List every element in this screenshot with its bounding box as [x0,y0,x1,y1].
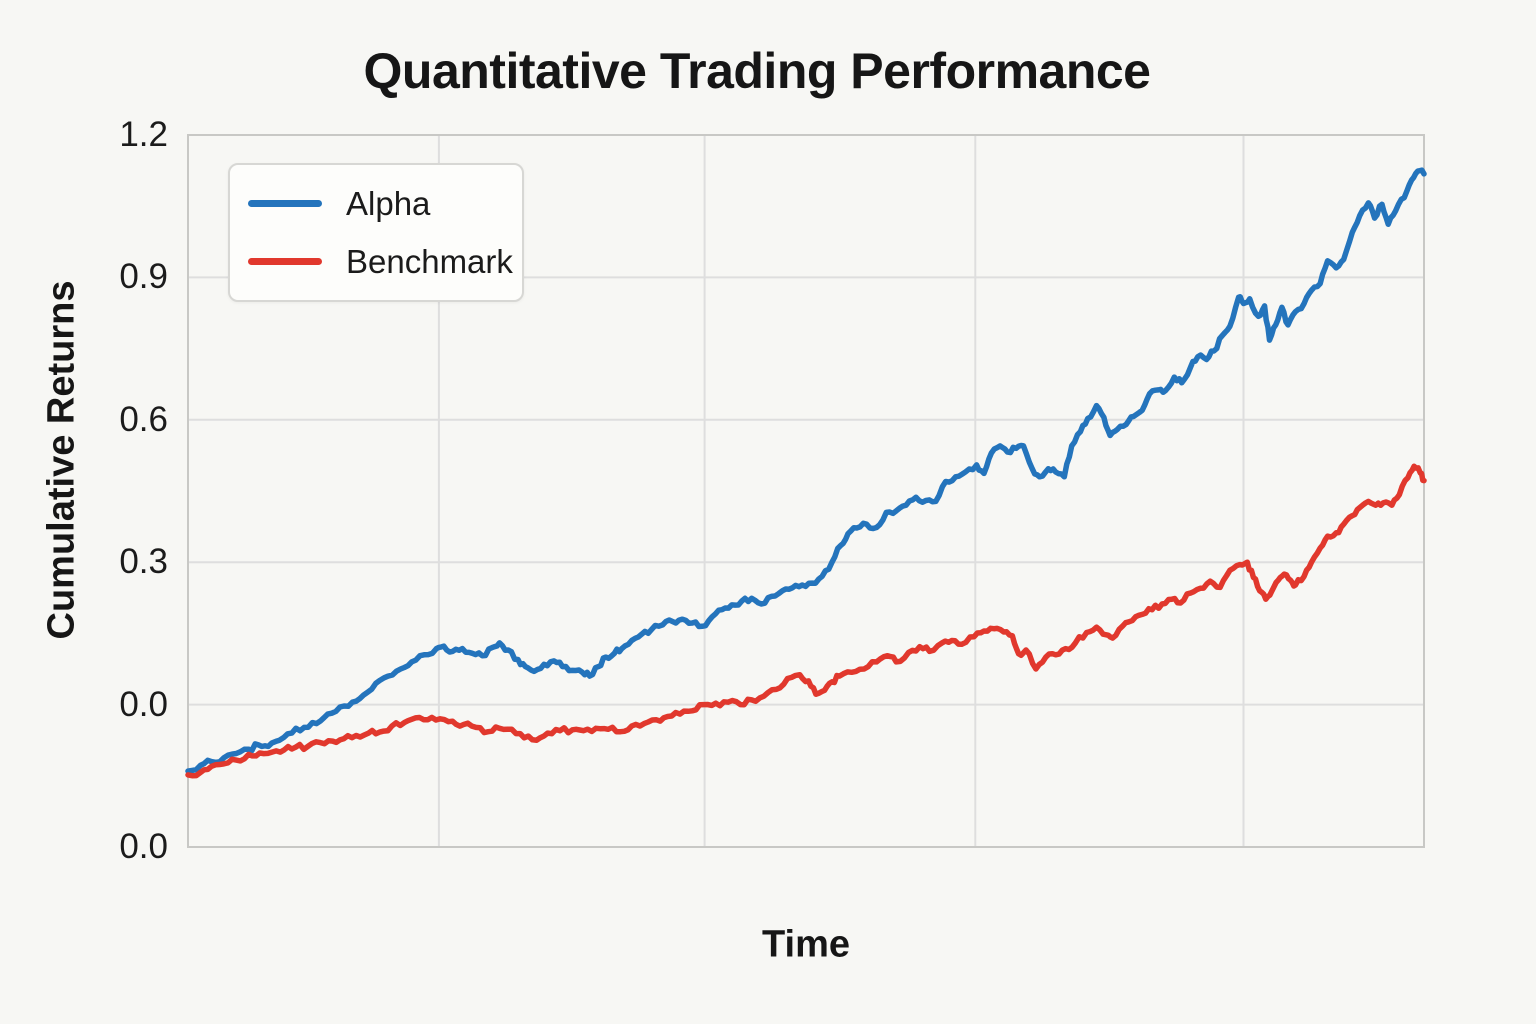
legend-label-alpha: Alpha [346,184,431,222]
y-tick-label: 0.3 [119,542,168,582]
y-tick-label: 0.6 [119,399,168,439]
y-tick-label: 0.0 [119,684,168,724]
chart-title: Quantitative Trading Performance [363,43,1151,99]
benchmark-line-swatch [248,258,322,265]
legend-label-benchmark: Benchmark [346,242,513,280]
alpha-line-swatch [248,200,322,207]
y-axis-label: Cumulative Returns [40,280,83,640]
y-tick-label: 0.9 [119,257,168,297]
legend-item-alpha: Alpha [248,182,522,226]
y-tick-label: 0.0 [119,827,168,866]
x-axis-label: Time [761,923,851,966]
y-tick-label: 1.2 [119,115,168,154]
legend-item-benchmark: Benchmark [248,240,522,284]
legend: Alpha Benchmark [228,163,524,302]
